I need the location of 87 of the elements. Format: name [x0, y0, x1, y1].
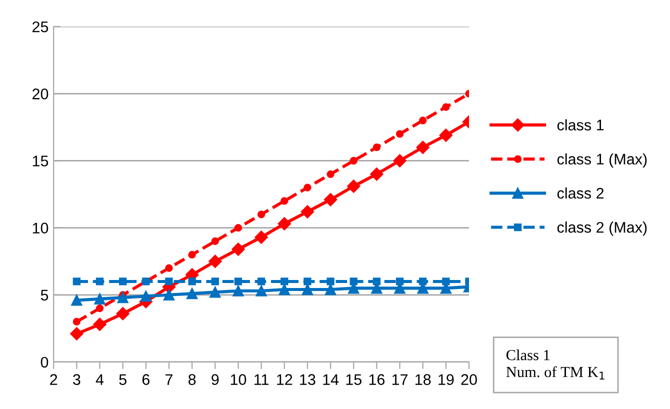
x-tick-label: 16 — [369, 374, 385, 385]
x-tick-label: 17 — [392, 374, 408, 385]
legend-label: class 2 (Max) — [557, 222, 647, 236]
point — [117, 292, 128, 304]
x-tick-label: 9 — [212, 374, 219, 385]
point — [210, 286, 221, 298]
point — [393, 154, 406, 168]
point — [419, 278, 427, 286]
point — [439, 128, 453, 142]
point — [256, 285, 267, 296]
x-tick-label: 2 — [50, 374, 58, 385]
point — [324, 284, 336, 296]
point — [372, 278, 381, 286]
point — [396, 278, 404, 286]
point — [350, 278, 358, 286]
point — [232, 285, 244, 296]
y-tick-label: 20 — [32, 88, 48, 100]
x-tick-label: 10 — [230, 374, 246, 385]
y-tick-label: 10 — [32, 222, 48, 234]
y-tick-label: 15 — [32, 156, 48, 166]
point — [188, 250, 196, 258]
point — [234, 278, 242, 286]
point — [442, 278, 450, 286]
x-tick-label: 8 — [188, 374, 196, 385]
point — [326, 170, 334, 178]
point — [302, 284, 314, 296]
point — [140, 290, 152, 302]
legend-label: class 2 — [557, 187, 604, 199]
x-tick-label: 4 — [96, 374, 104, 385]
point — [442, 103, 450, 111]
x-tick-label: 6 — [142, 374, 150, 385]
point — [350, 156, 358, 165]
x-tick-label: 19 — [438, 374, 454, 385]
point — [94, 293, 106, 304]
point — [116, 307, 130, 320]
point — [96, 278, 104, 286]
x-tick-label: 18 — [416, 374, 431, 385]
x-tick-label: 5 — [119, 374, 126, 385]
point — [234, 224, 242, 232]
point — [370, 168, 384, 181]
x-tick-label: 13 — [300, 374, 316, 385]
point — [257, 278, 266, 286]
point — [72, 278, 80, 286]
point — [70, 327, 84, 340]
point — [280, 278, 288, 286]
legend-label: class 1 — [557, 119, 604, 130]
point — [93, 318, 106, 331]
point — [163, 289, 175, 300]
point — [372, 144, 381, 152]
x-tick-label: 15 — [346, 374, 362, 385]
point — [300, 205, 314, 218]
point — [324, 193, 338, 206]
point — [96, 304, 104, 312]
x-tick-label: 12 — [277, 374, 292, 385]
text: Class 1 Num. of TM K$_{1}$ — [506, 349, 604, 380]
y-tick-label: 0 — [40, 356, 48, 368]
point — [188, 278, 196, 286]
point — [165, 278, 173, 286]
point — [304, 184, 312, 192]
point — [71, 294, 82, 306]
point — [326, 278, 334, 286]
point — [396, 130, 404, 138]
legend-label: class 1 (Max) — [557, 153, 647, 168]
point — [211, 237, 219, 246]
point — [278, 284, 290, 296]
x-tick-label: 3 — [73, 374, 80, 385]
point — [278, 217, 291, 230]
point — [304, 278, 312, 286]
x-tick-label: 14 — [323, 374, 339, 385]
y-tick-label: 25 — [32, 21, 48, 32]
point — [208, 254, 222, 268]
point — [280, 197, 288, 205]
x-tick-label: 7 — [166, 374, 172, 385]
point — [347, 180, 360, 193]
y-tick-label: 5 — [40, 290, 48, 301]
point — [419, 116, 427, 124]
point — [211, 278, 219, 286]
point — [416, 140, 430, 154]
point — [186, 288, 198, 300]
point — [232, 242, 245, 256]
point — [72, 318, 80, 326]
point — [165, 264, 173, 272]
point — [257, 210, 266, 218]
point — [254, 230, 268, 244]
x-tick-label: 20 — [461, 374, 477, 385]
x-tick-label: 11 — [254, 374, 268, 385]
point — [119, 278, 127, 286]
